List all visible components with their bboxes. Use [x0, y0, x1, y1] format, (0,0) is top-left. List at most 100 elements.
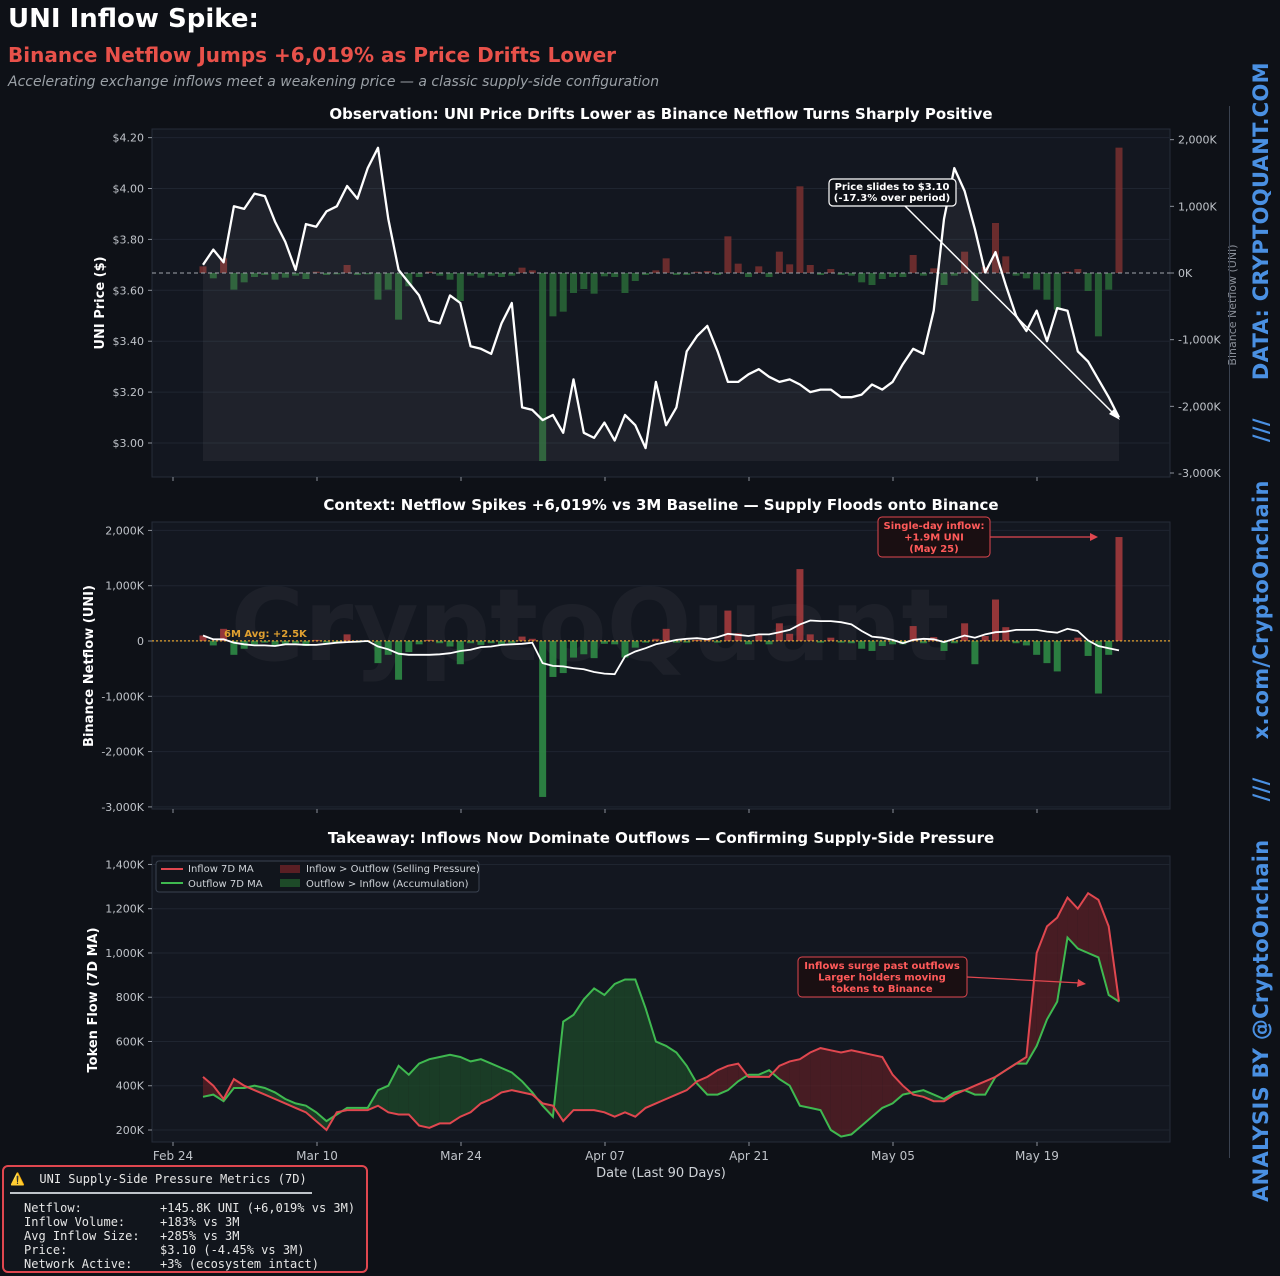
attribution-sidebar: ANALYSIS BY @CryptoOnchain /// x.com/Cry…: [1249, 62, 1273, 1202]
y-tick-label: $4.20: [113, 132, 145, 145]
netflow-bar: [961, 623, 969, 641]
netflow-bar: [889, 273, 897, 278]
netflow-bar: [261, 641, 269, 643]
netflow-bar: [961, 251, 969, 273]
netflow-bar: [436, 641, 444, 644]
accumulation-fill: [511, 1072, 523, 1093]
netflow-bar: [446, 273, 454, 280]
page-title: UNI Inflow Spike:: [8, 4, 259, 34]
selling-pressure-fill: [851, 1050, 862, 1135]
netflow-bar: [323, 273, 331, 276]
netflow-bar: [323, 641, 331, 643]
netflow-bar: [621, 273, 629, 294]
header: UNI Inflow Spike: Binance Netflow Jumps …: [8, 2, 1208, 92]
y-axis-label: UNI Price ($): [93, 256, 108, 349]
attribution-twitter-link[interactable]: x.com/CryptoOnchain: [1249, 480, 1273, 740]
legend-label-accumulation: Outflow > Inflow (Accumulation): [306, 879, 469, 890]
annotation-arrowhead: [1077, 979, 1086, 987]
netflow-bar: [847, 641, 855, 644]
annotation-price-slide: Price slides to $3.10 (-17.3% over period…: [834, 182, 950, 204]
metric-label: Netflow:: [24, 1201, 82, 1215]
netflow-bar: [518, 267, 526, 273]
netflow-bar: [343, 264, 351, 273]
netflow-bar: [580, 641, 588, 655]
metrics-title: ⚠️ UNI Supply-Side Pressure Metrics (7D): [10, 1172, 307, 1186]
netflow-bar: [744, 273, 752, 278]
netflow-bar: [580, 273, 588, 290]
annotation-arrow: [966, 976, 1081, 984]
legend-box: [155, 860, 480, 893]
y-tick-label: 0: [137, 635, 144, 648]
netflow-bar: [497, 641, 505, 645]
selling-pressure-fill: [1088, 893, 1099, 958]
accumulation-fill: [439, 1054, 451, 1124]
accumulation-fill: [408, 1063, 420, 1126]
netflow-bar: [1084, 641, 1092, 656]
netflow-bar: [549, 641, 557, 677]
metrics-box: ⚠️ UNI Supply-Side Pressure Metrics (7D)…: [2, 1165, 368, 1273]
netflow-bar: [817, 641, 825, 643]
selling-pressure-fill: [871, 1054, 883, 1117]
netflow-bar: [930, 268, 938, 273]
netflow-bar: [1022, 273, 1030, 279]
accumulation-fill: [450, 1054, 461, 1124]
accumulation-fill: [501, 1068, 512, 1093]
x-tick-label: Feb 24: [153, 1149, 193, 1163]
x-tick-label: May 19: [1015, 1149, 1059, 1163]
netflow-bar: [662, 628, 670, 641]
netflow-bar: [230, 641, 238, 655]
accumulation-fill: [429, 1056, 440, 1128]
netflow-bar: [611, 641, 619, 645]
netflow-bar: [940, 273, 948, 286]
netflow-bar: [333, 273, 341, 275]
x-tick-label: May 05: [871, 1149, 915, 1163]
selling-pressure-fill: [1077, 893, 1089, 953]
y-tick-label: -2,000K: [101, 746, 144, 759]
netflow-bar: [1002, 256, 1010, 273]
netflow-bar: [281, 273, 289, 278]
netflow-bar: [827, 268, 835, 273]
accumulation-fill: [655, 1041, 667, 1104]
legend-swatch-accumulation: [280, 879, 300, 887]
netflow-bar: [199, 266, 207, 273]
y2-axis-label: Binance Netflow (UNI): [1226, 244, 1239, 365]
netflow-bar: [508, 273, 516, 276]
netflow-bar: [1115, 147, 1123, 273]
netflow-bar: [384, 641, 392, 655]
selling-pressure-fill: [697, 1076, 708, 1095]
accumulation-fill: [264, 1087, 276, 1100]
netflow-bar: [405, 273, 413, 287]
netflow-bar: [292, 641, 300, 644]
y-tick-label: $3.60: [113, 284, 145, 297]
y-tick-label: $3.40: [113, 335, 145, 348]
y2-tick-label: -3,000K: [1178, 467, 1221, 480]
metric-row-netflow: Netflow: +145.8K UNI (+6,019% vs 3M): [24, 1201, 355, 1215]
netflow-bar: [395, 273, 403, 320]
netflow-bar: [878, 273, 886, 280]
accumulation-fill: [666, 1045, 677, 1100]
selling-pressure-fill: [1067, 897, 1078, 949]
netflow-bar: [631, 273, 639, 282]
accumulation-fill: [480, 1059, 492, 1104]
selling-pressure-fill: [1098, 899, 1109, 996]
selling-pressure-fill: [789, 1059, 800, 1106]
legend-label-selling: Inflow > Outflow (Selling Pressure): [306, 864, 480, 875]
netflow-bar: [878, 641, 886, 646]
netflow-bar: [796, 569, 804, 641]
selling-pressure-fill: [203, 1076, 214, 1097]
netflow-bar: [333, 641, 341, 643]
netflow-bar: [240, 273, 248, 283]
accumulation-fill: [398, 1065, 409, 1115]
netflow-bar: [837, 273, 845, 276]
netflow-bar: [590, 641, 598, 659]
x-axis-label: Date (Last 90 Days): [596, 1166, 726, 1181]
outflow-line: [202, 935, 1120, 1138]
chart-title-observation: Observation: UNI Price Drifts Lower as B…: [329, 105, 992, 123]
netflow-bar: [539, 273, 547, 462]
netflow-bar: [837, 641, 845, 643]
netflow-bar: [786, 633, 794, 641]
netflow-bar: [230, 273, 238, 290]
inflow-line: [202, 891, 1120, 1132]
netflow-bar: [271, 641, 279, 647]
metric-value: +183% vs 3M: [160, 1215, 240, 1229]
